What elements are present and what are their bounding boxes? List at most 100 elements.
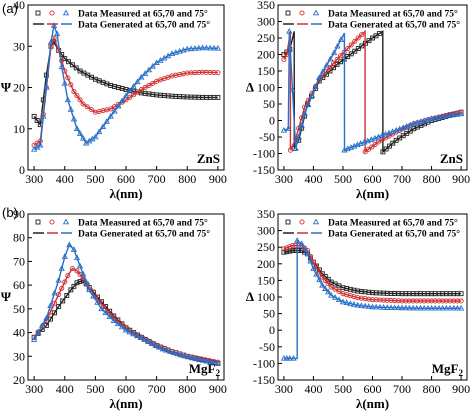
data-point-red xyxy=(65,273,71,279)
data-point-red xyxy=(410,298,416,304)
x-tick-label: 600 xyxy=(364,382,382,396)
data-point-blue xyxy=(106,313,113,320)
x-tick-label: 600 xyxy=(117,172,135,186)
x-tick-label: 400 xyxy=(304,172,322,186)
data-point-black xyxy=(71,283,77,289)
data-point-blue xyxy=(354,301,361,308)
data-point-red xyxy=(322,277,328,283)
data-point-black xyxy=(60,298,66,304)
series-group xyxy=(30,241,222,366)
y-tick-label: 50 xyxy=(13,302,25,316)
data-point-blue xyxy=(435,304,443,311)
data-point-blue xyxy=(94,299,101,305)
data-point-blue xyxy=(110,317,117,323)
x-tick-label: 700 xyxy=(148,382,166,396)
data-point-blue xyxy=(43,84,50,90)
data-point-blue xyxy=(454,304,461,311)
material-subscript: 2 xyxy=(216,368,221,378)
data-point-blue xyxy=(327,291,335,298)
data-point-blue xyxy=(176,47,183,54)
data-point-red xyxy=(399,298,405,304)
data-point-blue xyxy=(435,114,442,120)
data-point-red xyxy=(325,281,331,287)
data-point-blue xyxy=(115,102,122,109)
data-point-blue xyxy=(191,45,199,51)
legend-marker xyxy=(285,10,291,16)
data-point-black xyxy=(290,248,296,253)
data-point-blue xyxy=(286,27,293,34)
data-point-blue xyxy=(168,50,176,56)
data-point-blue xyxy=(90,292,97,299)
data-point-red xyxy=(362,149,368,155)
data-point-blue xyxy=(163,346,170,353)
data-point-blue xyxy=(421,304,428,311)
data-point-blue xyxy=(319,67,327,74)
data-point-blue xyxy=(174,350,181,357)
legend-marker xyxy=(35,219,41,225)
data-point-blue xyxy=(214,359,222,366)
data-point-black xyxy=(458,291,464,297)
material-label: MgF2 xyxy=(432,361,464,378)
data-point-blue xyxy=(343,299,350,306)
data-point-blue xyxy=(35,329,42,335)
data-point-black xyxy=(352,48,358,54)
data-point-red xyxy=(77,271,83,278)
data-point-black xyxy=(366,38,372,44)
data-point-red xyxy=(131,92,137,98)
data-point-blue xyxy=(61,253,68,259)
x-tick-label: 500 xyxy=(86,172,104,186)
data-point-blue xyxy=(79,270,87,277)
legend-marker xyxy=(312,218,320,225)
legend-marker xyxy=(299,10,305,16)
data-point-blue xyxy=(58,63,65,70)
data-point-red xyxy=(373,297,379,303)
data-point-blue xyxy=(207,358,214,365)
legend-measured: Data Measured at 65,70 and 75° xyxy=(328,218,458,229)
data-point-black xyxy=(390,140,396,146)
y-tick-label: 70 xyxy=(13,254,25,268)
data-point-red xyxy=(414,298,420,304)
data-point-red xyxy=(88,106,94,113)
data-point-blue xyxy=(177,351,185,358)
data-point-red xyxy=(142,84,148,91)
series-line-black xyxy=(33,40,218,127)
data-point-red xyxy=(74,268,80,274)
data-point-blue xyxy=(55,276,62,283)
data-point-blue xyxy=(126,87,133,94)
data-point-black xyxy=(345,54,351,59)
legend-measured: Data Measured at 65,70 and 75° xyxy=(78,218,208,229)
y-tick-label: -100 xyxy=(253,356,275,370)
x-tick-label: 900 xyxy=(452,172,470,186)
data-point-blue xyxy=(138,73,145,80)
y-tick-label: 60 xyxy=(13,278,25,292)
data-point-black xyxy=(376,31,382,37)
data-point-red xyxy=(384,297,390,303)
data-point-blue xyxy=(439,113,446,120)
data-point-black xyxy=(68,287,74,293)
data-point-blue xyxy=(118,323,126,330)
material-label: MgF2 xyxy=(189,361,221,378)
data-point-red xyxy=(281,56,287,63)
data-point-blue xyxy=(141,70,149,76)
data-point-blue xyxy=(414,119,421,126)
data-point-red xyxy=(417,298,424,304)
data-point-blue xyxy=(398,304,406,311)
data-point-red xyxy=(348,42,354,48)
data-point-blue xyxy=(283,354,291,361)
data-point-blue xyxy=(64,96,71,103)
x-tick-label: 500 xyxy=(334,172,352,186)
data-point-black xyxy=(66,59,72,65)
data-point-blue xyxy=(61,79,68,86)
data-point-blue xyxy=(310,265,317,272)
data-point-blue xyxy=(421,117,428,124)
data-point-blue xyxy=(70,246,78,252)
data-point-blue xyxy=(330,49,338,56)
series-group xyxy=(280,237,465,361)
data-point-blue xyxy=(145,66,153,73)
data-point-blue xyxy=(331,294,339,300)
data-point-blue xyxy=(431,114,439,121)
data-point-blue xyxy=(286,354,293,361)
data-point-red xyxy=(355,295,361,301)
data-point-blue xyxy=(196,356,203,363)
